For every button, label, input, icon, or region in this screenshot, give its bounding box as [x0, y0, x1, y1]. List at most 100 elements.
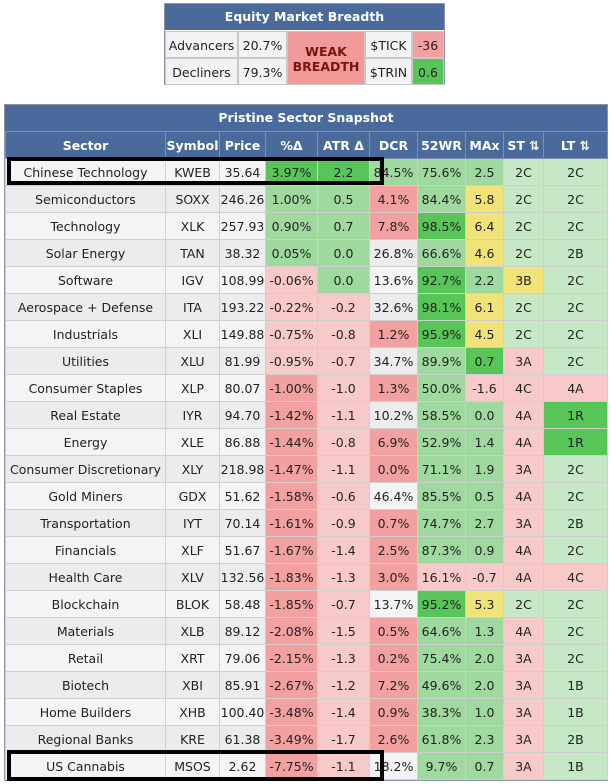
col-st-header[interactable]: ST ⇅: [503, 131, 544, 159]
dcr-cell: 0.0%: [369, 455, 418, 483]
dcr-cell: 10.2%: [369, 401, 418, 429]
sector-name-cell: Health Care: [5, 563, 166, 591]
short-term-stage-cell: 3A: [503, 671, 544, 699]
dcr-cell: 7.8%: [369, 212, 418, 240]
ma-extension-cell: -1.6: [465, 374, 504, 402]
pct-change-cell: 0.90%: [265, 212, 318, 240]
price-cell: 108.99: [219, 266, 266, 294]
long-term-stage-cell: 1R: [543, 428, 608, 456]
table-header-row: Sector Symbol Price %Δ ATR Δ DCR 52WR MAx ST ⇅ LT…: [5, 131, 608, 159]
symbol-cell: XLY: [165, 455, 220, 483]
table-row: Biotech XBI 85.91 -2.67% -1.2 7.2% 49.6% 2.0 3A 1…: [5, 671, 608, 699]
ma-extension-cell: 0.9: [465, 536, 504, 564]
advancers-label: Advancers: [165, 31, 238, 58]
ma-extension-cell: 1.4: [465, 428, 504, 456]
dcr-cell: 2.5%: [369, 536, 418, 564]
symbol-cell: IYT: [165, 509, 220, 537]
week52-range-cell: 52.9%: [417, 428, 466, 456]
ma-extension-cell: 2.0: [465, 671, 504, 699]
price-cell: 86.88: [219, 428, 266, 456]
short-term-stage-cell: 3A: [503, 644, 544, 672]
col-lt-header[interactable]: LT ⇅: [543, 131, 608, 159]
long-term-stage-cell: 2C: [543, 185, 608, 213]
ma-extension-cell: 0.7: [465, 752, 504, 780]
dcr-cell: 34.7%: [369, 347, 418, 375]
week52-range-cell: 49.6%: [417, 671, 466, 699]
week52-range-cell: 87.3%: [417, 536, 466, 564]
sector-name-cell: Materials: [5, 617, 166, 645]
breadth-row-decliners: Decliners 79.3% $TRIN 0.6: [165, 58, 444, 85]
symbol-cell: XBI: [165, 671, 220, 699]
sector-name-cell: Financials: [5, 536, 166, 564]
price-cell: 94.70: [219, 401, 266, 429]
price-cell: 193.22: [219, 293, 266, 321]
atr-change-cell: -0.7: [317, 347, 370, 375]
atr-change-cell: -1.0: [317, 374, 370, 402]
pct-change-cell: -1.42%: [265, 401, 318, 429]
long-term-stage-cell: 1B: [543, 752, 608, 780]
atr-change-cell: -1.1: [317, 752, 370, 780]
atr-change-cell: -0.9: [317, 509, 370, 537]
pct-change-cell: -7.75%: [265, 752, 318, 780]
week52-range-cell: 95.2%: [417, 590, 466, 618]
sector-name-cell: Regional Banks: [5, 725, 166, 753]
long-term-stage-cell: 2B: [543, 239, 608, 267]
sector-name-cell: Semiconductors: [5, 185, 166, 213]
atr-change-cell: -1.3: [317, 644, 370, 672]
sector-name-cell: Home Builders: [5, 698, 166, 726]
dcr-cell: 0.2%: [369, 644, 418, 672]
short-term-stage-cell: 3B: [503, 266, 544, 294]
atr-change-cell: 0.5: [317, 185, 370, 213]
pct-change-cell: -0.95%: [265, 347, 318, 375]
short-term-stage-cell: 3A: [503, 752, 544, 780]
short-term-stage-cell: 2C: [503, 590, 544, 618]
ma-extension-cell: 5.3: [465, 590, 504, 618]
short-term-stage-cell: 2C: [503, 239, 544, 267]
price-cell: 132.56: [219, 563, 266, 591]
ma-extension-cell: -0.7: [465, 563, 504, 591]
week52-range-cell: 9.7%: [417, 752, 466, 780]
table-row: US Cannabis MSOS 2.62 -7.75% -1.1 18.2% 9.7% 0.…: [5, 752, 608, 780]
dcr-cell: 0.7%: [369, 509, 418, 537]
sector-name-cell: Solar Energy: [5, 239, 166, 267]
week52-range-cell: 61.8%: [417, 725, 466, 753]
symbol-cell: XRT: [165, 644, 220, 672]
trin-label: $TRIN: [365, 58, 412, 85]
symbol-cell: XLE: [165, 428, 220, 456]
ma-extension-cell: 0.7: [465, 347, 504, 375]
sector-name-cell: Aerospace + Defense: [5, 293, 166, 321]
table-row: Consumer Staples XLP 80.07 -1.00% -1.0 1.3% 50…: [5, 374, 608, 402]
ma-extension-cell: 1.3: [465, 617, 504, 645]
table-row: Solar Energy TAN 38.32 0.05% 0.0 26.8% 66.6% 4.…: [5, 239, 608, 267]
table-row: Utilities XLU 81.99 -0.95% -0.7 34.7% 89.9% 0.7…: [5, 347, 608, 375]
week52-range-cell: 66.6%: [417, 239, 466, 267]
price-cell: 70.14: [219, 509, 266, 537]
long-term-stage-cell: 2C: [543, 266, 608, 294]
short-term-stage-cell: 4A: [503, 401, 544, 429]
sector-name-cell: Transportation: [5, 509, 166, 537]
atr-change-cell: -1.5: [317, 617, 370, 645]
week52-range-cell: 84.4%: [417, 185, 466, 213]
table-row: Gold Miners GDX 51.62 -1.58% -0.6 46.4% 85.5% 0…: [5, 482, 608, 510]
dcr-cell: 1.2%: [369, 320, 418, 348]
sector-name-cell: US Cannabis: [5, 752, 166, 780]
long-term-stage-cell: 2C: [543, 536, 608, 564]
symbol-cell: XLB: [165, 617, 220, 645]
ma-extension-cell: 6.1: [465, 293, 504, 321]
week52-range-cell: 75.6%: [417, 158, 466, 186]
short-term-stage-cell: 2C: [503, 320, 544, 348]
short-term-stage-cell: 4A: [503, 482, 544, 510]
atr-change-cell: 0.0: [317, 266, 370, 294]
atr-change-cell: -0.8: [317, 428, 370, 456]
dcr-cell: 0.5%: [369, 617, 418, 645]
pct-change-cell: -1.61%: [265, 509, 318, 537]
sector-name-cell: Energy: [5, 428, 166, 456]
sector-name-cell: Consumer Staples: [5, 374, 166, 402]
advancers-value: 20.7%: [238, 31, 287, 58]
table-row: Technology XLK 257.93 0.90% 0.7 7.8% 98.5% 6.4 2…: [5, 212, 608, 240]
symbol-cell: XLI: [165, 320, 220, 348]
week52-range-cell: 92.7%: [417, 266, 466, 294]
price-cell: 51.67: [219, 536, 266, 564]
dcr-cell: 84.5%: [369, 158, 418, 186]
sector-name-cell: Consumer Discretionary: [5, 455, 166, 483]
